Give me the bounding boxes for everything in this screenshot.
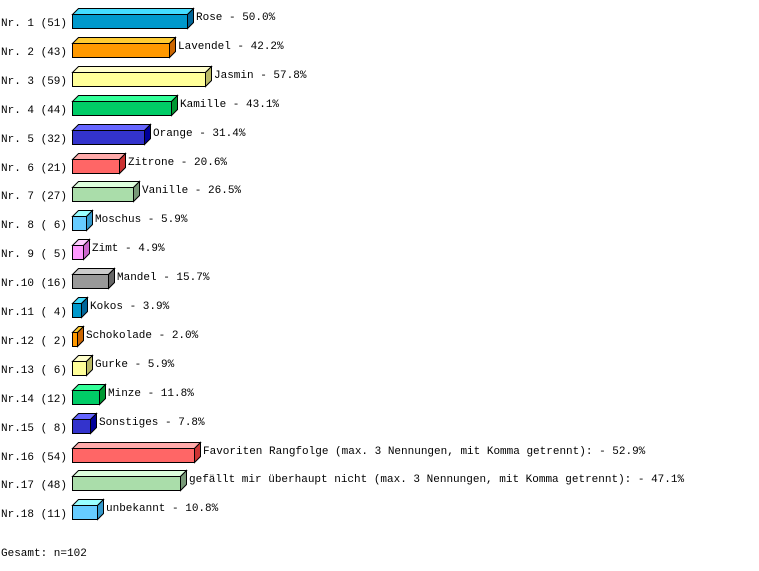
value-label: Rose - 50.0% xyxy=(196,12,276,24)
row-label: Nr. 3 (59) xyxy=(1,76,67,88)
value-label: Zitrone - 20.6% xyxy=(128,157,227,169)
row-label: Nr. 7 (27) xyxy=(1,191,67,203)
row-label: Nr.18 (11) xyxy=(1,509,67,521)
row-label: Nr. 5 (32) xyxy=(1,134,67,146)
value-label: Lavendel - 42.2% xyxy=(178,41,284,53)
row-label: Nr.15 ( 8) xyxy=(1,423,67,435)
bar-top xyxy=(71,124,152,131)
bar xyxy=(72,187,134,202)
bar xyxy=(72,130,145,145)
bar xyxy=(72,274,109,289)
row-label: Nr. 2 (43) xyxy=(1,47,67,59)
bar xyxy=(72,216,87,231)
value-label: Mandel - 15.7% xyxy=(117,272,210,284)
bar xyxy=(72,505,98,520)
bar-top xyxy=(71,181,141,188)
row-label: Nr.14 (12) xyxy=(1,394,67,406)
bar xyxy=(72,43,170,58)
bar xyxy=(72,72,206,87)
bar-top xyxy=(71,95,179,102)
bar xyxy=(72,159,120,174)
bar xyxy=(72,14,188,29)
row-label: Nr. 1 (51) xyxy=(1,18,67,30)
value-label: Kamille - 43.1% xyxy=(180,99,279,111)
value-label: Zimt - 4.9% xyxy=(92,243,165,255)
bar-top xyxy=(71,8,195,15)
value-label: Kokos - 3.9% xyxy=(90,301,170,313)
value-label: unbekannt - 10.8% xyxy=(106,503,219,515)
value-label: Vanille - 26.5% xyxy=(142,185,241,197)
row-label: Nr.11 ( 4) xyxy=(1,307,67,319)
bar xyxy=(72,476,181,491)
bar xyxy=(72,101,172,116)
bar-top xyxy=(71,66,213,73)
bar xyxy=(72,361,87,376)
row-label: Nr.16 (54) xyxy=(1,452,67,464)
row-label: Nr. 4 (44) xyxy=(1,105,67,117)
row-label: Nr. 8 ( 6) xyxy=(1,220,67,232)
value-label: Minze - 11.8% xyxy=(108,388,194,400)
bar xyxy=(72,303,82,318)
value-label: Sonstiges - 7.8% xyxy=(99,417,205,429)
row-label: Nr.17 (48) xyxy=(1,480,67,492)
row-label: Nr. 9 ( 5) xyxy=(1,249,67,261)
value-label: Orange - 31.4% xyxy=(153,128,246,140)
bar xyxy=(72,245,84,260)
row-label: Nr.13 ( 6) xyxy=(1,365,67,377)
row-label: Nr. 6 (21) xyxy=(1,163,67,175)
bar-top xyxy=(71,153,127,160)
bar-top xyxy=(71,470,188,477)
value-label: Schokolade - 2.0% xyxy=(86,330,199,342)
row-label: Nr.10 (16) xyxy=(1,278,67,290)
bar-top xyxy=(71,268,116,275)
bar xyxy=(72,390,100,405)
bar-top xyxy=(71,442,202,449)
bar xyxy=(72,419,91,434)
bar xyxy=(72,448,195,463)
value-label: Favoriten Rangfolge (max. 3 Nennungen, m… xyxy=(203,446,646,458)
bar xyxy=(72,332,78,347)
bar-top xyxy=(71,37,177,44)
value-label: Gurke - 5.9% xyxy=(95,359,175,371)
total-count: Gesamt: n=102 xyxy=(1,548,87,560)
value-label: Moschus - 5.9% xyxy=(95,214,188,226)
value-label: gefällt mir überhaupt nicht (max. 3 Nenn… xyxy=(189,474,684,486)
value-label: Jasmin - 57.8% xyxy=(214,70,307,82)
row-label: Nr.12 ( 2) xyxy=(1,336,67,348)
